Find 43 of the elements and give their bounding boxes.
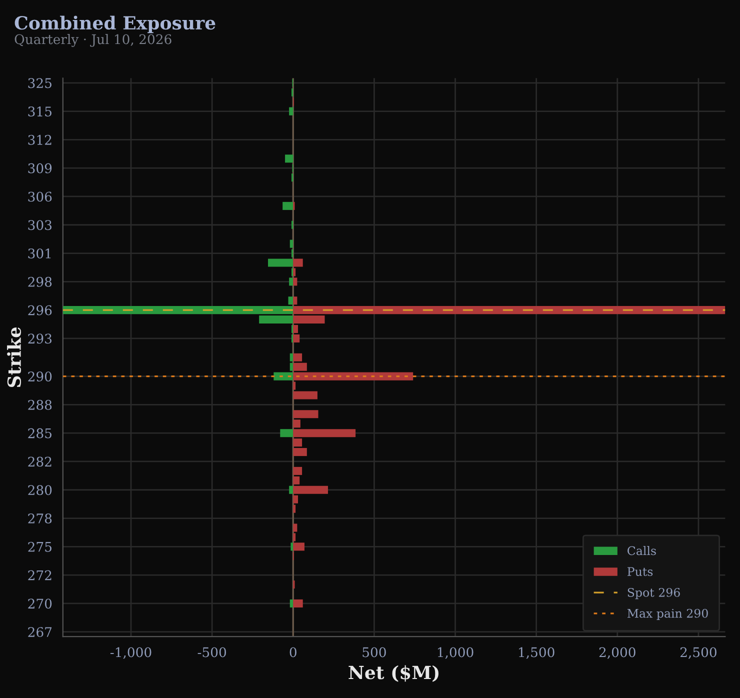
y-tick-label: 306: [28, 192, 52, 202]
y-axis-title: Strike: [7, 327, 22, 388]
bar: [293, 599, 303, 608]
legend-label: Spot 296: [628, 588, 680, 600]
y-tick-label: 275: [28, 542, 52, 552]
bar: [290, 542, 294, 551]
y-tick-label: 315: [28, 106, 52, 116]
y-tick-label: 290: [28, 372, 52, 382]
bar: [289, 486, 294, 494]
y-tick-label: 280: [28, 485, 52, 496]
bar: [282, 202, 294, 210]
x-tick-label: 2,500: [680, 647, 716, 659]
y-tick-label: 278: [28, 513, 52, 524]
x-tick-label: -500: [198, 647, 226, 658]
chart-subtitle: Quarterly · Jul 10, 2026: [14, 34, 172, 47]
x-tick-label: 1,000: [438, 647, 474, 659]
y-tick-label: 272: [28, 570, 52, 580]
y-tick-label: 298: [28, 276, 52, 287]
y-tick-label: 288: [28, 400, 52, 410]
legend-label: Puts: [628, 567, 653, 576]
x-tick-label: 1,500: [519, 647, 554, 659]
bar: [289, 107, 294, 116]
legend-label: Max pain 290: [627, 608, 708, 620]
y-tick-label: 312: [28, 134, 52, 145]
y-tick-label: 296: [28, 305, 52, 316]
y-tick-label: 267: [28, 627, 52, 638]
x-tick-label: -1,000: [110, 647, 152, 659]
y-tick-label: 309: [28, 163, 52, 174]
y-tick-label: 270: [28, 598, 52, 609]
x-axis-title: Net ($M): [348, 665, 438, 682]
x-tick-label: 500: [362, 647, 386, 658]
legend-label: Calls: [628, 546, 656, 556]
bar: [290, 599, 294, 608]
y-tick-label: 325: [28, 78, 52, 88]
y-tick-label: 293: [28, 334, 52, 344]
chart-title: Combined Exposure: [14, 16, 216, 34]
bar: [280, 429, 294, 438]
x-tick-label: 0: [290, 647, 296, 658]
x-tick-label: 2,000: [599, 647, 636, 659]
y-tick-label: 282: [28, 456, 52, 467]
y-tick-label: 301: [28, 248, 51, 258]
y-tick-label: 285: [28, 428, 52, 438]
y-tick-label: 303: [28, 220, 52, 230]
